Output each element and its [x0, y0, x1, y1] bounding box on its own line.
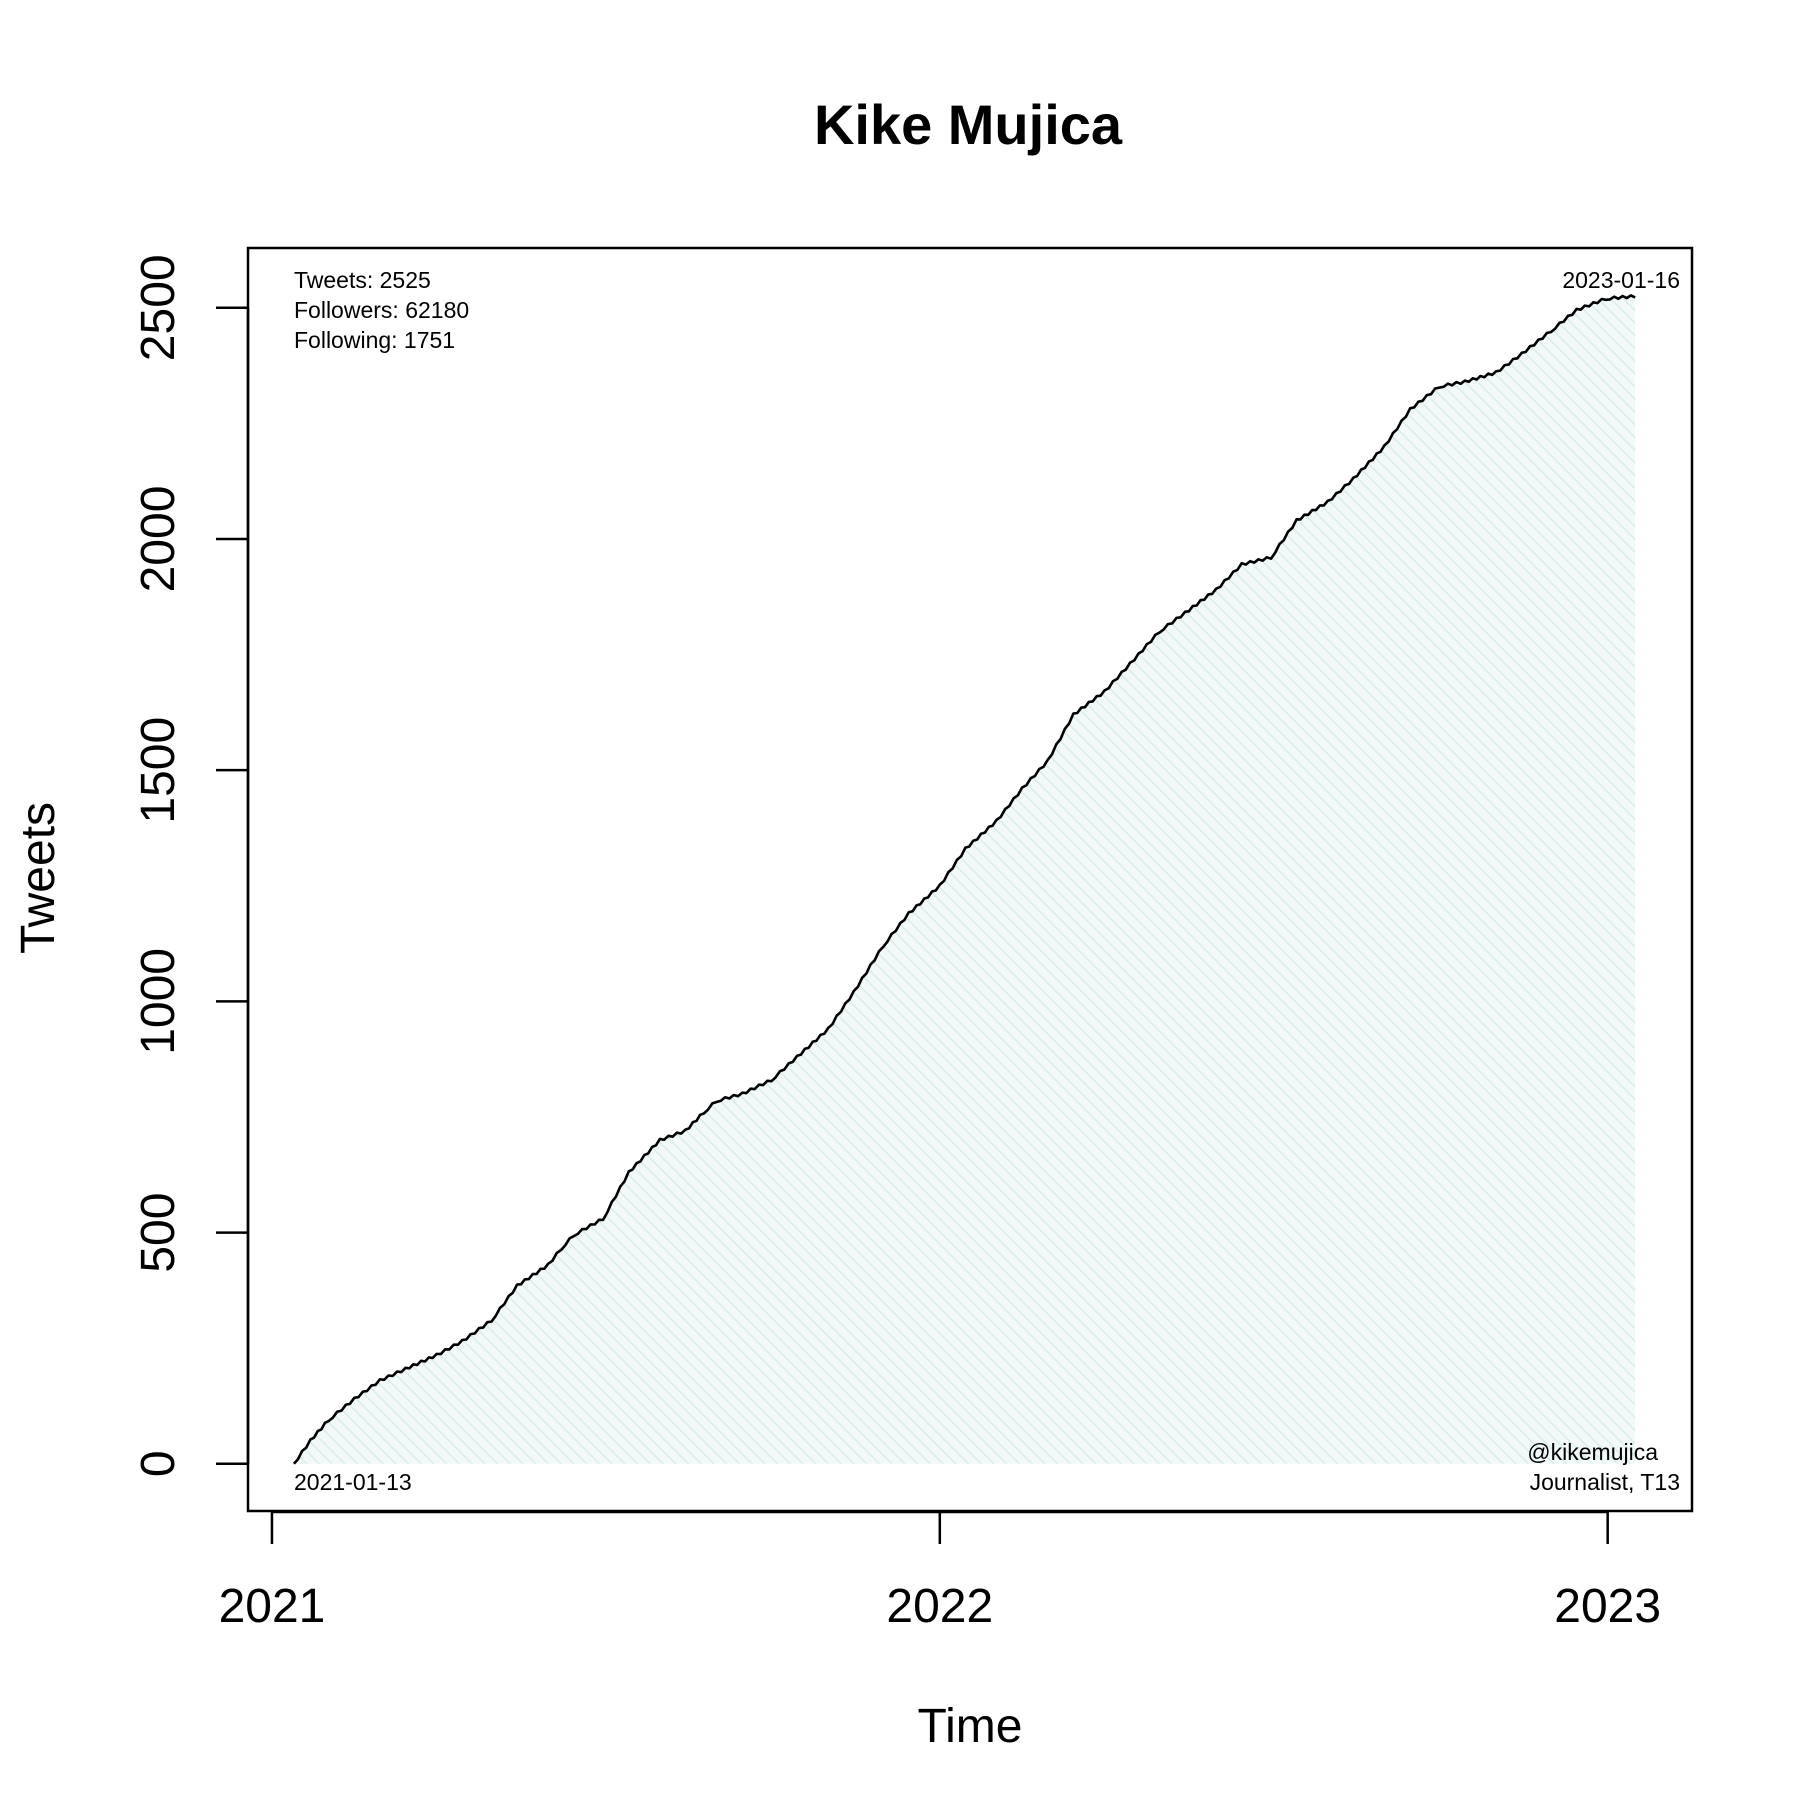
y-tick-label: 2000	[132, 486, 185, 593]
y-axis: 0 500 1000 1500 2000 2500	[132, 254, 250, 1477]
start-date-label: 2021-01-13	[294, 1469, 412, 1495]
y-axis-title: Tweets	[12, 802, 65, 954]
y-tick-label: 0	[132, 1450, 185, 1477]
x-tick-label: 2023	[1554, 1580, 1661, 1633]
plot-area	[292, 294, 1636, 1465]
y-tick-label: 1500	[132, 717, 185, 824]
series-area	[293, 296, 1636, 1464]
x-tick-label: 2022	[886, 1580, 993, 1633]
y-tick-label: 1000	[132, 948, 185, 1055]
end-date-label: 2023-01-16	[1562, 267, 1680, 293]
x-tick-label: 2021	[219, 1580, 326, 1633]
tweets-count-note: Tweets: 2525	[294, 267, 431, 293]
series-line	[292, 294, 1636, 1465]
x-axis-title: Time	[918, 1700, 1023, 1753]
bio-label: Journalist, T13	[1530, 1469, 1680, 1495]
following-count-note: Following: 1751	[294, 327, 455, 353]
chart-title: Kike Mujica	[814, 93, 1123, 156]
y-tick-label: 500	[132, 1193, 185, 1273]
handle-label: @kikemujica	[1527, 1439, 1658, 1465]
followers-count-note: Followers: 62180	[294, 297, 469, 323]
y-tick-label: 2500	[132, 254, 185, 361]
x-axis: 2021 2022 2023	[219, 1510, 1661, 1633]
